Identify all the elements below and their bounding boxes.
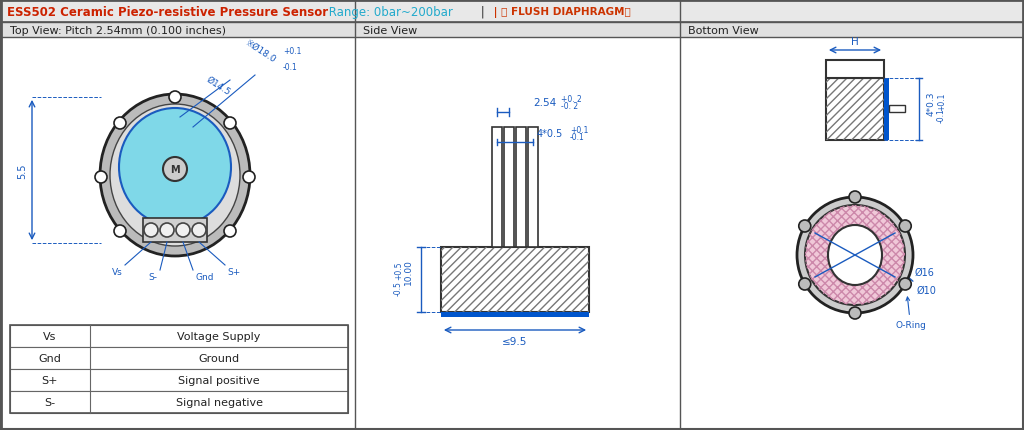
Bar	[10, 325, 348, 413]
Ellipse shape	[828, 225, 882, 286]
Bar	[826, 79, 884, 141]
Circle shape	[849, 191, 861, 203]
Ellipse shape	[119, 109, 231, 227]
Text: H: H	[851, 37, 859, 47]
Text: Ø16: Ø16	[915, 267, 935, 277]
Circle shape	[797, 197, 913, 313]
Circle shape	[169, 92, 181, 104]
Bar	[528, 128, 538, 247]
Text: +0.1: +0.1	[283, 47, 301, 56]
Text: S+: S+	[227, 267, 241, 276]
Bar	[10, 325, 348, 347]
Circle shape	[224, 118, 236, 130]
Bar	[884, 79, 889, 141]
Circle shape	[95, 172, 106, 184]
Text: Voltage Supply: Voltage Supply	[177, 331, 261, 341]
Text: -0.1: -0.1	[283, 63, 298, 72]
Ellipse shape	[110, 105, 240, 246]
Text: Signal positive: Signal positive	[178, 375, 260, 385]
Bar	[492, 128, 502, 247]
Circle shape	[805, 206, 905, 305]
Text: Side View: Side View	[362, 26, 417, 36]
Circle shape	[114, 225, 126, 237]
Text: -0. 2: -0. 2	[561, 102, 579, 111]
Bar	[10, 369, 348, 391]
Text: Gnd: Gnd	[39, 353, 61, 363]
Text: +0.1: +0.1	[937, 92, 946, 111]
Text: Bottom View: Bottom View	[688, 26, 759, 36]
Text: -0.5: -0.5	[394, 280, 403, 295]
Text: Ø14.5: Ø14.5	[205, 75, 232, 97]
Circle shape	[224, 225, 236, 237]
Text: S-: S-	[44, 397, 55, 407]
Bar	[441, 312, 589, 317]
Circle shape	[243, 172, 255, 184]
Text: | 《 FLUSH DIAPHRAGM》: | 《 FLUSH DIAPHRAGM》	[490, 6, 631, 18]
Circle shape	[160, 224, 174, 237]
Text: Ground: Ground	[199, 353, 240, 363]
Text: M: M	[170, 165, 180, 175]
Bar	[10, 347, 348, 369]
Text: ※Ø18.0: ※Ø18.0	[243, 37, 276, 64]
Bar	[1, 1, 1023, 23]
Text: -0.1: -0.1	[937, 108, 946, 123]
Circle shape	[899, 221, 911, 233]
Circle shape	[193, 224, 206, 237]
Bar	[1, 23, 1023, 38]
Circle shape	[899, 278, 911, 290]
Text: Vs: Vs	[113, 267, 123, 276]
Text: Signal negative: Signal negative	[175, 397, 262, 407]
Text: O-Ring: O-Ring	[895, 297, 926, 329]
Bar	[441, 247, 589, 312]
Ellipse shape	[100, 95, 250, 256]
Bar	[826, 79, 884, 141]
Text: Top View: Pitch 2.54mm (0.100 inches): Top View: Pitch 2.54mm (0.100 inches)	[10, 26, 226, 36]
Circle shape	[799, 221, 811, 233]
Text: 5.5: 5.5	[17, 163, 27, 178]
Text: +0.5: +0.5	[394, 261, 403, 279]
Text: |: |	[477, 6, 488, 18]
Circle shape	[163, 158, 187, 181]
Bar	[143, 218, 207, 243]
Text: ≤9.5: ≤9.5	[503, 336, 527, 346]
Bar	[441, 247, 589, 312]
Text: S-: S-	[148, 272, 157, 281]
Text: 10.00: 10.00	[404, 259, 413, 285]
Text: +0.1: +0.1	[570, 126, 589, 135]
Circle shape	[114, 118, 126, 130]
Text: +0. 2: +0. 2	[561, 95, 582, 104]
Circle shape	[144, 224, 158, 237]
Bar	[504, 128, 514, 247]
Circle shape	[176, 224, 190, 237]
Text: S+: S+	[42, 375, 58, 385]
Text: -0.1: -0.1	[570, 133, 585, 141]
Circle shape	[799, 278, 811, 290]
Bar	[10, 391, 348, 413]
Text: 4*0.3: 4*0.3	[927, 92, 936, 116]
Bar	[826, 61, 884, 79]
Bar	[889, 106, 905, 113]
Circle shape	[849, 307, 861, 319]
Text: Vs: Vs	[43, 331, 56, 341]
Bar	[516, 128, 526, 247]
Text: ESS502 Ceramic Piezo-resistive Pressure Sensor: ESS502 Ceramic Piezo-resistive Pressure …	[7, 6, 328, 18]
Text: 2.54: 2.54	[534, 98, 556, 108]
Text: 4*0.5: 4*0.5	[537, 129, 563, 139]
Text: Range: 0bar~200bar: Range: 0bar~200bar	[325, 6, 453, 18]
Text: Gnd: Gnd	[195, 272, 213, 281]
Text: Ø10: Ø10	[918, 286, 937, 295]
